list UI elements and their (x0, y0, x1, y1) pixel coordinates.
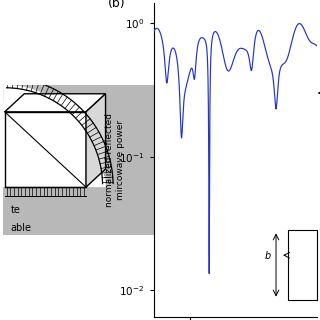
Polygon shape (3, 85, 106, 187)
Text: (b): (b) (108, 0, 126, 10)
Y-axis label: normalized reflected
mircowave power: normalized reflected mircowave power (106, 113, 125, 207)
Text: $b$: $b$ (264, 249, 272, 261)
Polygon shape (3, 85, 154, 235)
Polygon shape (86, 94, 106, 187)
Polygon shape (3, 103, 97, 187)
Polygon shape (5, 94, 106, 112)
Polygon shape (5, 112, 86, 187)
Text: able: able (11, 223, 32, 233)
Text: te: te (11, 205, 20, 215)
